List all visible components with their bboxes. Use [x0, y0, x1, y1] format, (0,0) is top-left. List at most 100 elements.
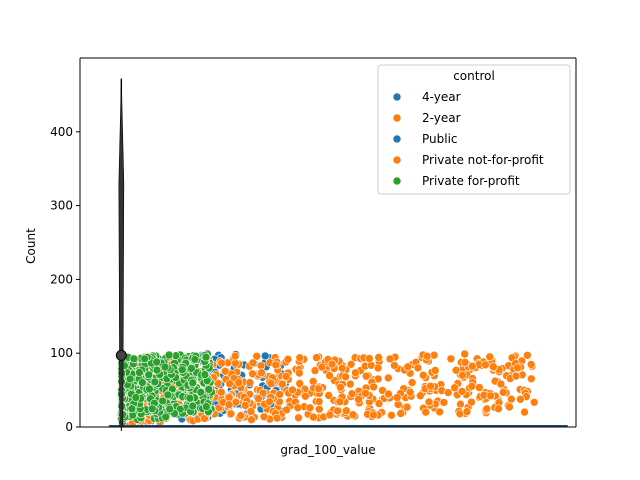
data-point	[241, 401, 250, 410]
data-point	[248, 369, 257, 379]
data-point	[354, 395, 363, 404]
data-point	[462, 407, 472, 416]
legend-entry-label: 2-year	[422, 111, 461, 125]
data-point	[345, 379, 355, 389]
data-point	[309, 412, 318, 422]
legend-marker	[392, 92, 402, 102]
data-point	[294, 413, 303, 423]
legend-marker	[392, 155, 402, 165]
data-point	[457, 387, 467, 396]
data-point	[385, 354, 395, 364]
data-point	[460, 349, 470, 359]
data-point	[281, 372, 291, 381]
data-point	[346, 359, 356, 369]
data-point	[387, 410, 396, 420]
data-point	[451, 365, 461, 375]
data-point	[187, 364, 196, 373]
data-point	[190, 355, 200, 364]
data-point	[217, 387, 226, 397]
y-tick-label: 0	[65, 420, 73, 434]
data-point	[520, 407, 529, 417]
data-point	[125, 374, 135, 384]
data-point	[446, 354, 456, 364]
legend-entry-label: Private for-profit	[422, 174, 520, 188]
data-point	[314, 397, 324, 406]
data-point	[482, 404, 492, 414]
data-point	[458, 370, 467, 380]
data-point	[511, 371, 521, 381]
y-tick-label: 200	[50, 272, 73, 286]
data-point	[430, 366, 440, 375]
data-point	[131, 393, 141, 402]
data-point	[175, 404, 185, 414]
data-point	[481, 360, 490, 370]
data-point	[152, 357, 161, 367]
data-point	[234, 378, 244, 387]
data-point	[317, 362, 327, 372]
data-point	[390, 361, 399, 370]
data-point	[282, 405, 292, 415]
data-point	[418, 370, 428, 380]
data-point	[127, 404, 137, 414]
y-tick-label: 100	[50, 346, 73, 360]
data-point	[374, 399, 384, 408]
data-point	[265, 397, 274, 407]
data-point	[196, 387, 206, 397]
data-point	[293, 403, 303, 413]
data-point	[163, 390, 173, 400]
data-point	[498, 387, 508, 397]
data-point	[310, 366, 320, 375]
data-point	[272, 413, 282, 423]
data-point	[314, 404, 324, 414]
legend-title: control	[453, 69, 495, 83]
axes-frame	[79, 57, 577, 431]
data-point	[333, 406, 342, 416]
data-point	[405, 387, 415, 397]
data-point	[439, 398, 449, 407]
data-point	[421, 407, 431, 417]
data-point	[341, 372, 350, 382]
data-point	[260, 351, 270, 361]
violin-median-marker	[115, 349, 127, 361]
data-point	[364, 354, 374, 363]
data-point	[450, 383, 459, 393]
data-point	[348, 410, 358, 420]
data-point	[144, 370, 154, 380]
data-point	[369, 382, 379, 392]
y-axis-ticks: 0 100 200 300 400	[50, 125, 80, 434]
data-point	[245, 378, 255, 387]
data-point	[467, 397, 476, 407]
data-point	[369, 410, 378, 420]
data-point	[252, 351, 262, 361]
data-point	[488, 362, 498, 372]
legend-box	[377, 64, 571, 195]
data-point	[266, 379, 276, 388]
data-point	[413, 363, 423, 373]
data-point	[443, 388, 453, 397]
data-point	[407, 378, 417, 387]
data-point	[305, 403, 315, 413]
data-point	[160, 362, 170, 372]
data-point	[351, 368, 360, 378]
data-point	[226, 409, 236, 419]
data-point	[456, 399, 465, 409]
data-point	[325, 410, 335, 420]
data-point	[165, 404, 175, 414]
data-point	[204, 385, 214, 394]
data-point	[257, 368, 266, 378]
data-point	[158, 396, 167, 406]
data-point	[424, 397, 434, 407]
data-point	[275, 390, 285, 399]
data-point	[415, 391, 425, 401]
data-point	[494, 404, 503, 414]
legend-marker	[392, 176, 402, 186]
legend-entry-label: Private not-for-profit	[422, 153, 544, 167]
y-axis-label: Count	[24, 228, 38, 264]
data-point	[188, 378, 198, 388]
data-point	[335, 397, 345, 407]
data-point	[516, 394, 525, 404]
data-point	[246, 407, 256, 416]
data-point	[185, 393, 195, 403]
data-point	[147, 404, 157, 414]
